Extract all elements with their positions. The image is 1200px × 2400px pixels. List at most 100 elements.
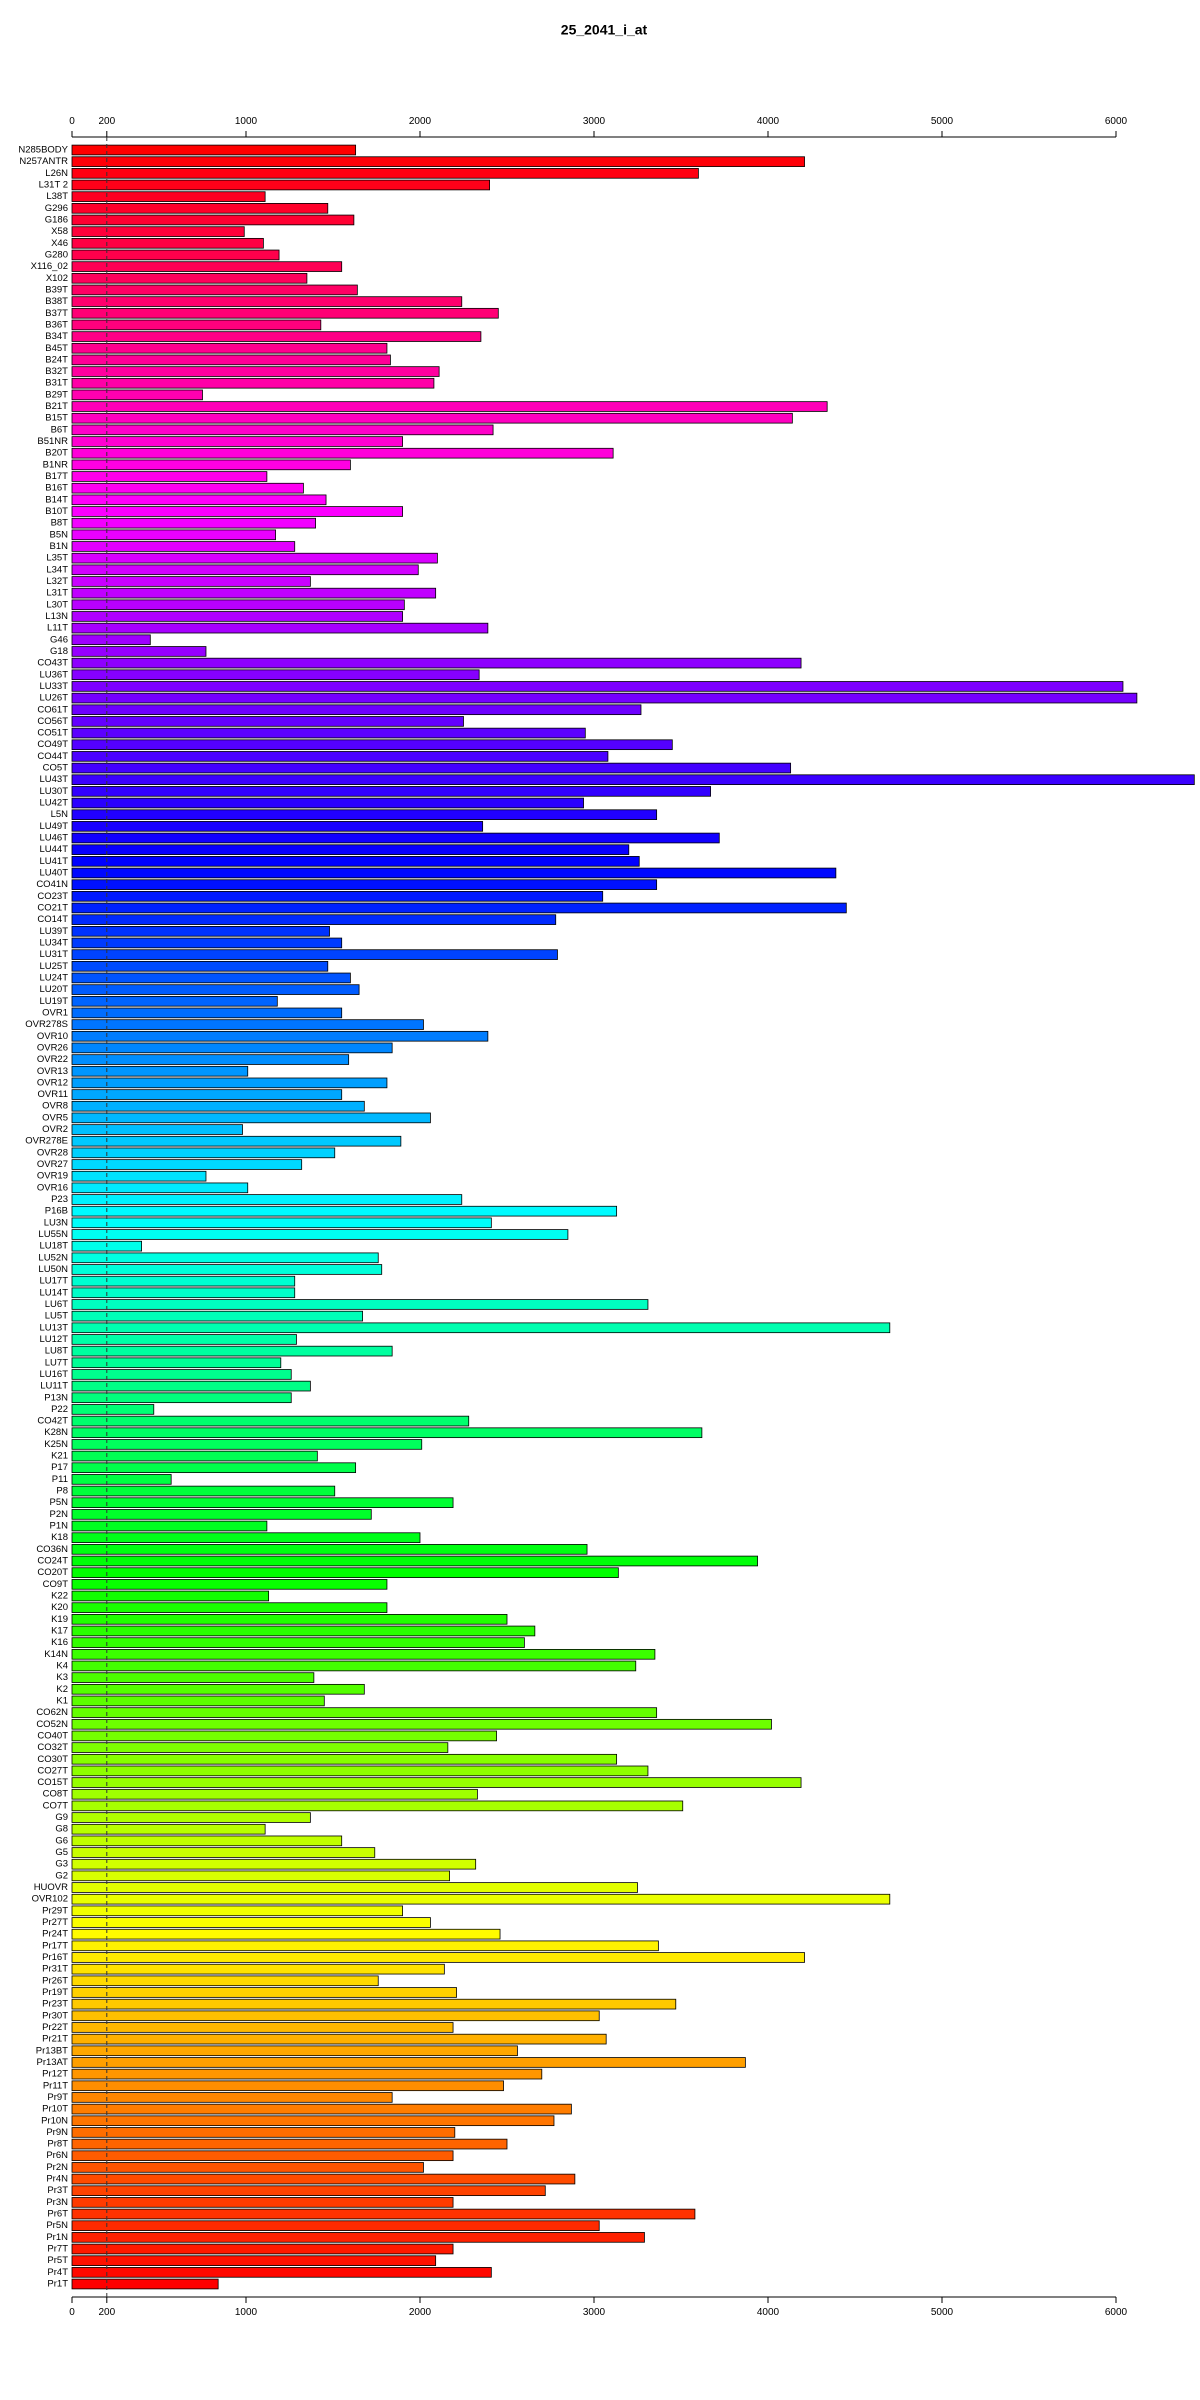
bar (71, 284, 358, 296)
y-tick-label: Pr1N (46, 2232, 68, 2243)
bar (71, 389, 203, 401)
bar (71, 762, 792, 774)
bar (71, 424, 494, 436)
bar (71, 459, 351, 471)
y-tick-label: K16 (51, 1637, 68, 1648)
bar (71, 2220, 600, 2231)
bar (71, 331, 482, 342)
bar (71, 2068, 543, 2080)
bar (71, 1579, 388, 1590)
bar (71, 366, 440, 377)
bar (71, 319, 322, 331)
y-tick-label: K17 (51, 1625, 68, 1636)
y-tick-label: Pr21T (42, 2034, 68, 2045)
bar (71, 1124, 243, 1135)
y-tick-label: K14N (44, 1649, 68, 1660)
y-tick-label: Pr4N (46, 2174, 68, 2185)
y-tick-label: LU3N (44, 1217, 68, 1228)
bar (71, 1532, 421, 1543)
bar (71, 1485, 336, 1497)
bar (71, 296, 463, 307)
y-tick-label: B24T (45, 354, 68, 365)
bar (71, 272, 308, 284)
y-tick-label: P1N (50, 1521, 69, 1532)
y-tick-label: Pr6T (47, 2209, 68, 2220)
bar (71, 1905, 404, 1917)
bar (71, 599, 405, 611)
y-tick-label: Pr6N (46, 2150, 68, 2161)
y-tick-label: G186 (45, 214, 68, 225)
y-tick-label: Pr16T (42, 1952, 68, 1963)
y-tick-label: K22 (51, 1591, 68, 1602)
y-tick-label: LU24T (39, 972, 68, 983)
y-tick-label: B5N (50, 529, 69, 540)
bar (71, 1672, 315, 1683)
bar (71, 1602, 388, 1613)
y-tick-label: B1NR (43, 459, 68, 470)
x-tick-label: 1000 (235, 2307, 258, 2318)
bar (71, 681, 1124, 692)
y-tick-label: K18 (51, 1532, 68, 1543)
y-tick-label: B10T (45, 506, 68, 517)
bar (71, 342, 388, 354)
y-tick-label: K2 (56, 1684, 68, 1695)
y-tick-label: Pr4T (47, 2267, 68, 2278)
y-tick-label: P23 (51, 1194, 68, 1205)
y-tick-label: L31T (46, 588, 68, 599)
bar (71, 856, 640, 867)
bar (71, 1100, 365, 1112)
y-tick-label: CO8T (43, 1789, 69, 1800)
bar (71, 1742, 449, 1753)
y-tick-label: Pr27T (42, 1917, 68, 1928)
y-tick-label: Pr11T (43, 2080, 68, 2091)
y-tick-label: LU17T (39, 1276, 68, 1287)
y-tick-label: OVR27 (37, 1159, 68, 1170)
y-tick-label: LU25T (39, 961, 68, 972)
y-tick-label: OVR2 (42, 1124, 68, 1135)
y-tick-label: G46 (50, 634, 68, 645)
bar (71, 1415, 470, 1427)
bar (71, 2162, 424, 2173)
y-tick-label: CO52N (36, 1719, 68, 1730)
bar (71, 1648, 656, 1660)
y-tick-label: G2 (55, 1870, 68, 1881)
x-tick-label: 200 (98, 2307, 115, 2318)
x-tick-label: 4000 (757, 2307, 780, 2318)
bar (71, 774, 1195, 786)
y-tick-label: OVR102 (32, 1894, 68, 1905)
bar (71, 1998, 677, 2010)
bar (71, 995, 278, 1007)
bar (71, 436, 404, 447)
y-tick-label: L13N (45, 611, 68, 622)
y-tick-label: OVR8 (42, 1101, 68, 1112)
y-tick-label: B15T (45, 413, 68, 424)
y-tick-label: P2N (50, 1509, 69, 1520)
y-tick-label: CO30T (37, 1754, 68, 1765)
bar (71, 494, 327, 506)
y-tick-label: LU39T (39, 926, 68, 937)
bar (71, 541, 296, 552)
bar (71, 891, 604, 902)
bar (71, 634, 151, 646)
y-tick-label: P22 (51, 1404, 68, 1415)
bar (71, 1474, 172, 1485)
y-tick-label: CO23T (37, 891, 68, 902)
y-tick-label: CO32T (37, 1742, 68, 1753)
bar (71, 1812, 311, 1823)
y-tick-label: B14T (45, 494, 68, 505)
y-tick-label: K21 (51, 1451, 68, 1462)
bar (71, 1847, 376, 1858)
y-tick-label: G18 (50, 646, 68, 657)
y-tick-label: LU50N (38, 1264, 68, 1275)
y-tick-label: Pr1T (47, 2279, 68, 2290)
y-tick-label: Pr5T (47, 2255, 68, 2266)
bar (71, 2232, 645, 2243)
bar (71, 447, 614, 459)
y-tick-label: LU40T (39, 868, 68, 879)
y-tick-label: X102 (46, 273, 68, 284)
y-tick-label: LU42T (39, 798, 68, 809)
x-tick-label: 5000 (931, 2307, 954, 2318)
bar (71, 797, 584, 809)
y-tick-label: LU41T (39, 856, 68, 867)
